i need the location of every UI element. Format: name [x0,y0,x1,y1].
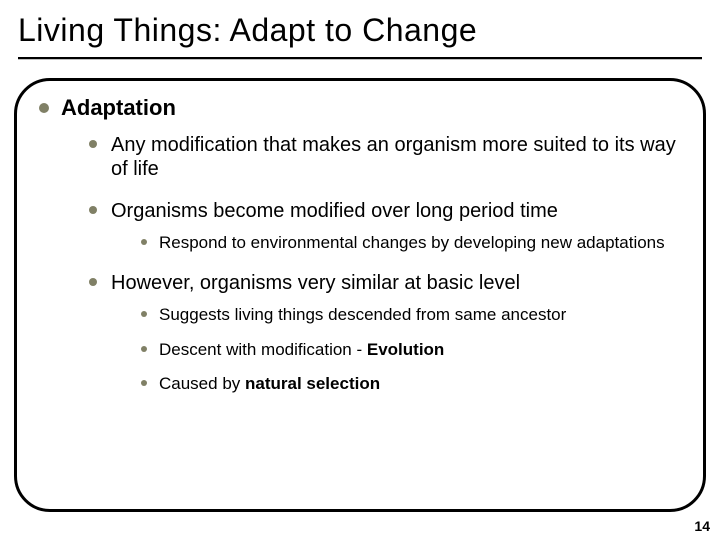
heading-adaptation: Adaptation Any modification that makes a… [39,95,681,395]
title-block: Living Things: Adapt to Change [0,0,720,49]
title-rule-shadow [18,59,702,60]
level1-list: Adaptation Any modification that makes a… [39,95,681,395]
bullet-same-ancestor: Suggests living things descended from sa… [141,305,681,325]
bullet-text-bold: natural selection [245,374,380,393]
bullet-text: However, organisms very similar at basic… [111,272,520,294]
bullet-text: Suggests living things descended from sa… [159,305,566,324]
bullet-evolution: Descent with modification - Evolution [141,340,681,360]
bullet-text: Organisms become modified over long peri… [111,200,558,222]
bullet-text-bold: Evolution [367,340,444,359]
slide: Living Things: Adapt to Change Adaptatio… [0,0,720,540]
bullet-text-prefix: Descent with modification - [159,340,367,359]
bullet-definition: Any modification that makes an organism … [89,133,681,181]
bullet-text: Respond to environmental changes by deve… [159,233,665,252]
level3-list: Respond to environmental changes by deve… [111,233,681,253]
page-number: 14 [694,518,710,534]
level2-list: Any modification that makes an organism … [61,133,681,395]
bullet-text-prefix: Caused by [159,374,245,393]
level3-list: Suggests living things descended from sa… [111,305,681,394]
bullet-modified-over-time: Organisms become modified over long peri… [89,199,681,253]
content-box: Adaptation Any modification that makes a… [14,78,706,512]
heading-text: Adaptation [61,95,176,120]
bullet-respond-environmental: Respond to environmental changes by deve… [141,233,681,253]
bullet-text: Any modification that makes an organism … [111,134,676,180]
slide-title: Living Things: Adapt to Change [18,12,702,49]
bullet-similar-basic-level: However, organisms very similar at basic… [89,271,681,394]
bullet-natural-selection: Caused by natural selection [141,374,681,394]
